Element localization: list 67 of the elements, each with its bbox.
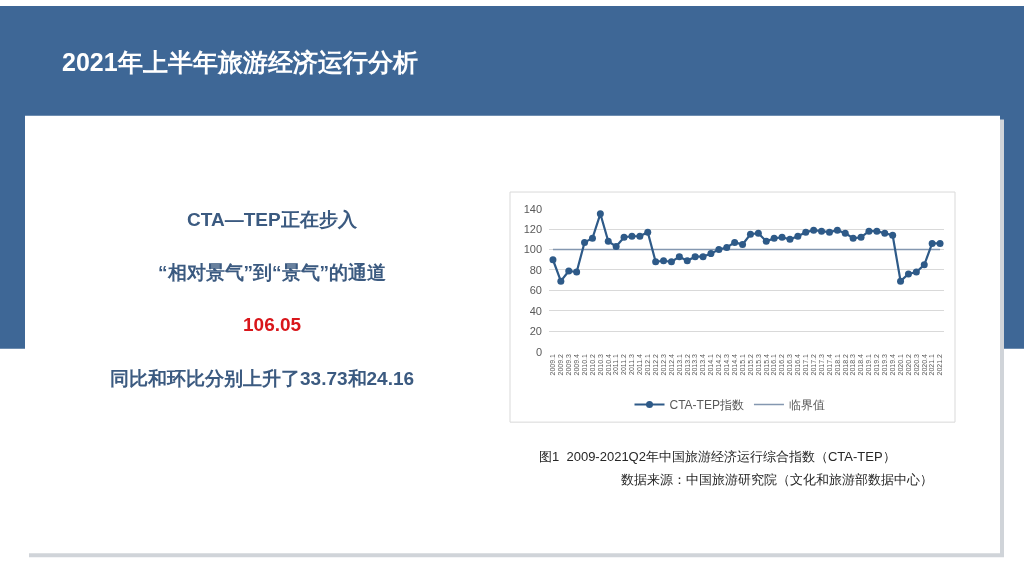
text: “相对景气”到“景气”的通道 (158, 262, 386, 283)
text: 同比和环比分别上升了33.73和24.16 (110, 368, 415, 389)
point (620, 233, 628, 241)
point (739, 240, 747, 248)
point (762, 237, 770, 245)
point (557, 277, 565, 285)
point (841, 229, 849, 237)
point (825, 228, 833, 236)
point (849, 234, 857, 242)
legend-label: 临界值 (788, 398, 825, 413)
point (754, 229, 762, 237)
point (723, 243, 731, 251)
point (683, 257, 691, 265)
point (873, 227, 881, 235)
point (833, 226, 841, 234)
point (652, 258, 660, 266)
point (794, 232, 802, 240)
y-tick-label: 140 (523, 202, 542, 215)
point (667, 258, 675, 266)
point (636, 232, 644, 240)
source-note: 数据来源：中国旅游研究院（文化和旅游部数据中心） (621, 472, 933, 487)
point (691, 253, 699, 261)
point (818, 227, 826, 235)
point (881, 229, 889, 237)
point (699, 253, 707, 261)
point (596, 210, 604, 218)
point (857, 233, 865, 241)
legend-label: CTA-TEP指数 (669, 398, 744, 413)
point (786, 235, 794, 243)
caption: 图1 2009-2021Q2年中国旅游经济运行综合指数（CTA-TEP） (539, 449, 896, 464)
point (660, 257, 668, 265)
point (904, 270, 912, 278)
y-tick-label: 60 (529, 284, 542, 297)
point (802, 228, 810, 236)
y-tick-label: 20 (529, 325, 542, 338)
y-tick-label: 0 (535, 345, 542, 358)
point (565, 267, 573, 275)
point (810, 226, 818, 234)
point (715, 246, 723, 254)
point (707, 250, 715, 258)
point (865, 227, 873, 235)
point (746, 230, 754, 238)
text: 106.05 (243, 314, 302, 335)
point (731, 238, 739, 246)
point (778, 233, 786, 241)
text: 2021年上半年旅游经济运行分析 (62, 47, 418, 76)
point (588, 234, 596, 242)
point (897, 277, 905, 285)
point (920, 261, 928, 269)
text: CTA—TEP正在步入 (187, 209, 358, 230)
point (573, 268, 581, 276)
point (889, 231, 897, 239)
y-tick-label: 40 (529, 304, 542, 317)
y-tick-label: 100 (523, 243, 542, 256)
point (675, 253, 683, 261)
point (770, 234, 778, 242)
point (604, 237, 612, 245)
y-tick-label: 120 (523, 222, 542, 235)
point (628, 232, 636, 240)
point (912, 268, 920, 276)
point (581, 238, 589, 246)
point (928, 239, 936, 247)
point (549, 256, 557, 264)
point (612, 242, 620, 250)
y-tick-label: 80 (529, 263, 542, 276)
point (936, 239, 944, 247)
point (644, 228, 652, 236)
